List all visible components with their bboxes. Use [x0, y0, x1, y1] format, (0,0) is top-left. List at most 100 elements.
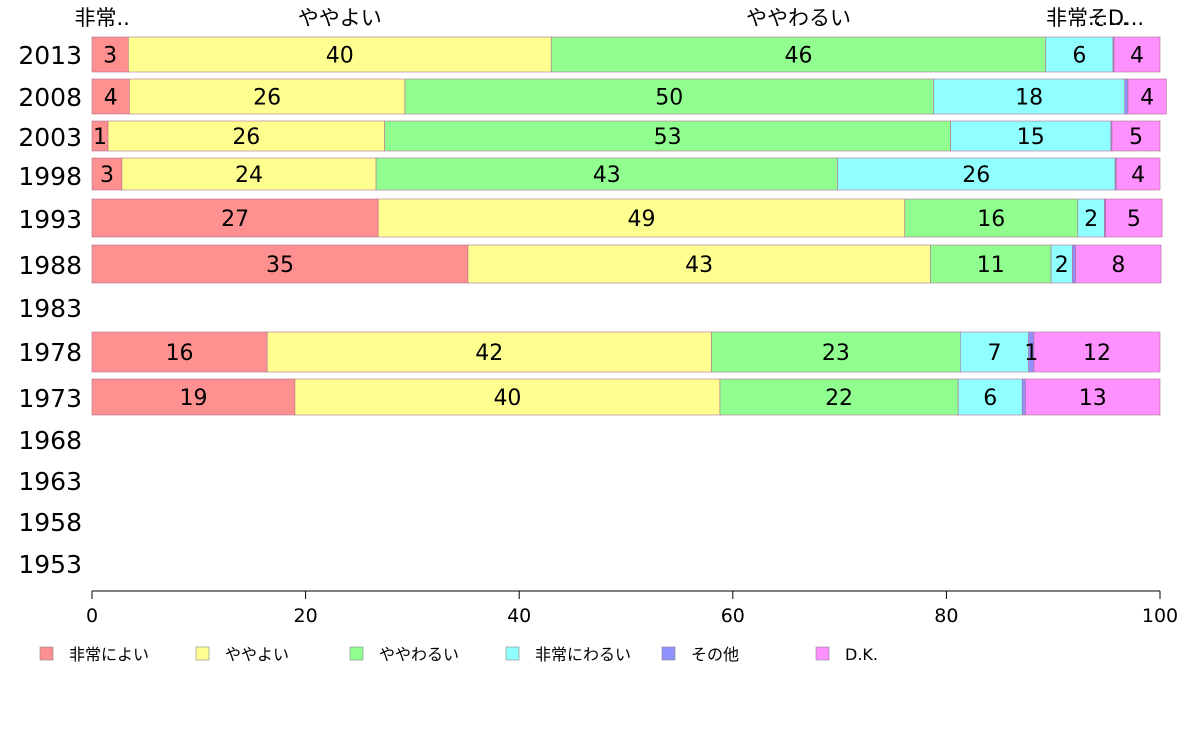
bar-1988-seg-4 — [1072, 244, 1076, 284]
value-label-2008-5: 4 — [1140, 86, 1154, 111]
y-label-2013: 2013 — [18, 41, 82, 70]
value-label-2008-2: 50 — [655, 86, 683, 111]
value-label-1993-0: 27 — [221, 207, 249, 232]
bar-1988-seg-5 — [1075, 244, 1162, 284]
top-label-4: そ... — [1087, 6, 1128, 30]
legend-swatch-0 — [39, 646, 54, 661]
x-tick-label-20: 20 — [294, 605, 318, 627]
bar-2008-seg-5 — [1127, 78, 1167, 115]
value-label-2003-2: 53 — [654, 125, 682, 150]
value-label-2003-3: 15 — [1017, 125, 1045, 150]
legend-swatch-5 — [815, 646, 830, 661]
bar-2003-seg-5 — [1111, 120, 1161, 152]
top-labels-layer: 非常.. ややよい ややわるい 非常...そ...D... — [74, 6, 1144, 30]
bar-2013-seg-1 — [128, 36, 552, 73]
y-label-2008: 2008 — [18, 83, 82, 112]
bar-1973-seg-1 — [294, 378, 721, 416]
x-axis: 0 20 40 60 80 100 — [86, 590, 1178, 627]
value-label-1988-3: 2 — [1055, 253, 1069, 278]
y-label-1983: 1983 — [18, 294, 82, 323]
value-label-1988-0: 35 — [266, 253, 294, 278]
legend-item-2: ややわるい — [349, 645, 459, 664]
bar-2008-seg-0 — [91, 78, 130, 115]
value-label-1973-3: 6 — [983, 386, 997, 411]
bar-1993-seg-2 — [904, 198, 1079, 238]
value-label-1993-1: 49 — [627, 207, 655, 232]
bar-2013-seg-2 — [550, 36, 1047, 73]
legend-item-3: 非常にわるい — [505, 645, 631, 664]
value-label-2003-0: 1 — [93, 125, 107, 150]
value-label-1973-1: 40 — [493, 386, 521, 411]
legend-swatch-4 — [661, 646, 676, 661]
bar-2013-seg-0 — [91, 36, 129, 73]
value-label-1978-5: 12 — [1083, 341, 1111, 366]
bar-1978-seg-2 — [711, 331, 961, 373]
value-label-1998-3: 26 — [962, 163, 990, 188]
value-label-1973-5: 13 — [1079, 386, 1107, 411]
x-tick-label-60: 60 — [721, 605, 745, 627]
bar-2008-seg-2 — [404, 78, 934, 115]
top-label-2: ややわるい — [746, 6, 851, 30]
bars-layer — [91, 36, 1167, 416]
value-label-1993-2: 16 — [977, 207, 1005, 232]
x-tick-label-40: 40 — [507, 605, 531, 627]
legend-label-0: 非常によい — [69, 645, 149, 664]
legend-swatch-3 — [505, 646, 520, 661]
y-label-1973: 1973 — [18, 384, 82, 413]
value-label-2003-1: 26 — [232, 125, 260, 150]
bar-2008-seg-3 — [933, 78, 1126, 115]
legend: 非常によい ややよい ややわるい 非常にわるい その他 D.K. — [39, 645, 878, 664]
value-labels-layer: 3 40 46 6 44 26 50 18 41 26 53 15 53 24 43 26 427 49 16 2 53… — [93, 44, 1154, 412]
value-label-1978-4: 1 — [1024, 341, 1038, 366]
value-label-1973-2: 22 — [825, 386, 853, 411]
top-label-1: ややよい — [298, 6, 382, 30]
bar-1973-seg-5 — [1025, 378, 1161, 416]
value-label-2008-3: 18 — [1015, 86, 1043, 111]
bar-2008-seg-1 — [129, 78, 406, 115]
value-label-1993-5: 5 — [1127, 207, 1141, 232]
bar-1978-seg-1 — [266, 331, 712, 373]
bar-2003-seg-1 — [107, 120, 385, 152]
value-label-1998-2: 43 — [593, 163, 621, 188]
y-axis-labels: 2013 2008 2003 1998 1993 1988 1983 1978 1973 1968… — [18, 41, 82, 579]
value-label-1988-5: 8 — [1111, 253, 1125, 278]
y-label-1958: 1958 — [18, 508, 82, 537]
value-label-1998-1: 24 — [235, 163, 263, 188]
value-label-1973-0: 19 — [179, 386, 207, 411]
bar-1978-seg-3 — [959, 331, 1029, 373]
top-label-0: 非常.. — [74, 6, 129, 30]
bar-2013-seg-5 — [1113, 36, 1161, 73]
value-label-2008-0: 4 — [104, 86, 118, 111]
legend-item-0: 非常によい — [39, 645, 149, 664]
legend-label-2: ややわるい — [379, 645, 459, 664]
bar-1978-seg-5 — [1033, 331, 1161, 373]
value-label-2013-1: 40 — [326, 44, 354, 69]
legend-swatch-2 — [349, 646, 364, 661]
bar-1993-seg-1 — [377, 198, 906, 238]
bar-1973-seg-0 — [91, 378, 296, 416]
legend-label-5: D.K. — [845, 645, 878, 664]
x-tick-label-100: 100 — [1142, 605, 1178, 627]
legend-label-3: 非常にわるい — [535, 645, 631, 664]
bar-1988-seg-2 — [930, 244, 1052, 284]
x-tick-label-80: 80 — [934, 605, 958, 627]
y-label-1968: 1968 — [18, 426, 82, 455]
value-label-2013-3: 6 — [1072, 44, 1086, 69]
y-label-1993: 1993 — [18, 205, 82, 234]
y-label-1963: 1963 — [18, 467, 82, 496]
bar-1993-seg-0 — [91, 198, 379, 238]
bar-1973-seg-2 — [719, 378, 959, 416]
bar-2003-seg-2 — [384, 120, 951, 152]
value-label-1978-0: 16 — [166, 341, 194, 366]
y-label-1953: 1953 — [18, 550, 82, 579]
bar-1973-seg-3 — [957, 378, 1023, 416]
value-label-2013-0: 3 — [103, 44, 117, 69]
bar-1998-seg-3 — [837, 157, 1116, 191]
legend-item-5: D.K. — [815, 645, 878, 664]
value-label-2013-5: 4 — [1130, 44, 1144, 69]
y-label-1978: 1978 — [18, 338, 82, 367]
value-label-1988-2: 11 — [977, 253, 1005, 278]
value-label-1978-1: 42 — [475, 341, 503, 366]
bar-2008-seg-4 — [1124, 78, 1129, 115]
y-label-2003: 2003 — [18, 123, 82, 152]
